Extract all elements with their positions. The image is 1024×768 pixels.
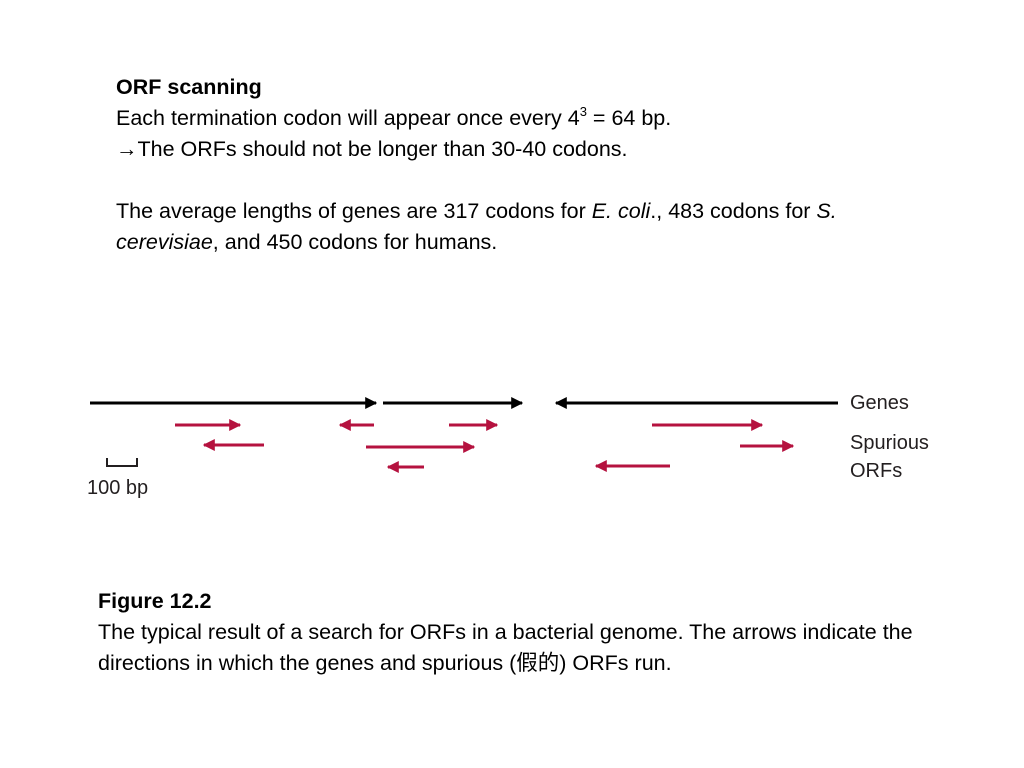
species-ecoli: E. coli [591,199,651,223]
right-arrow-icon: → [116,137,138,161]
scale-bar-label: 100 bp [87,477,148,499]
caption-text: The typical result of a search for ORFs … [98,620,913,675]
spurious-label-line1: Spurious [850,432,929,454]
exponent: 3 [579,103,587,119]
codon-frequency-text: Each termination codon will appear once … [116,106,580,130]
spurious-label-line2: ORFs [850,460,902,482]
gene-length-text-3: , and 450 codons for humans. [212,230,498,254]
scale-bar: 100 bp [87,458,148,499]
spurious-orf-arrows [175,419,795,473]
figure-caption: Figure 12.2 The typical result of a sear… [98,586,948,679]
species-scerevisiae: S. cerevisiae [116,199,837,254]
slide-title: ORF scanning [116,75,262,99]
orf-length-text: The ORFs should not be longer than 30-40… [137,137,628,161]
codon-frequency-line: Each termination codon will appear once … [116,103,936,134]
scale-bar-bracket [106,458,138,467]
caption-title: Figure 12.2 [98,589,212,613]
codon-frequency-result: = 64 bp. [586,106,672,130]
gene-length-paragraph: The average lengths of genes are 317 cod… [116,196,936,258]
orf-figure: 100 bp Genes Spurious ORFs [87,392,929,499]
gene-length-text-2: ., 483 codons for [650,199,817,223]
orf-length-line: →The ORFs should not be longer than 30-4… [116,134,936,165]
text-block: ORF scanning Each termination codon will… [116,72,936,258]
genes-label: Genes [850,392,909,414]
gene-length-text-1: The average lengths of genes are 317 cod… [116,199,592,223]
